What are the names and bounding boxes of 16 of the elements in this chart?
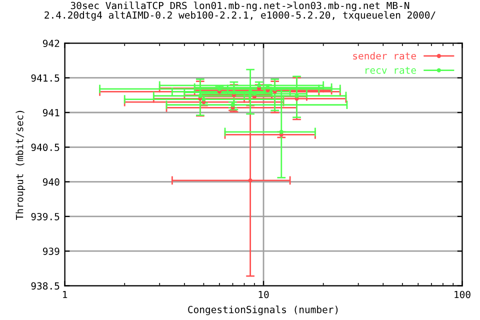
x-tick-label: 10 (258, 290, 269, 298)
y-tick-label: 941 (42, 109, 60, 116)
legend-label: sender rate (353, 52, 416, 60)
y-tick-label: 939 (42, 248, 60, 255)
y-tick-label: 942 (42, 40, 60, 48)
y-tick-label: 940 (42, 178, 60, 186)
y-axis-title: Throuput (mbit/sec) (16, 110, 26, 220)
x-axis-title: CongestionSignals (number) (188, 306, 338, 316)
y-tick-label: 939.5 (31, 212, 60, 220)
y-tick-label: 938.5 (31, 282, 60, 290)
y-tick-label: 941.5 (31, 74, 60, 82)
chart-title: 30sec VanillaTCP DRS lon01.mb-ng.net->lon03.mb-ng.net MB-N 2.4.20dtg4 altAIMD-0.2 web100-2.2.1, e1000-5.2.20, txqueuelen 2000/ (44, 2, 436, 21)
x-tick-label: 1 (63, 290, 68, 298)
legend-label: recv rate (366, 66, 416, 74)
y-tick-label: 940.5 (31, 144, 60, 152)
x-tick-label: 100 (454, 290, 470, 298)
